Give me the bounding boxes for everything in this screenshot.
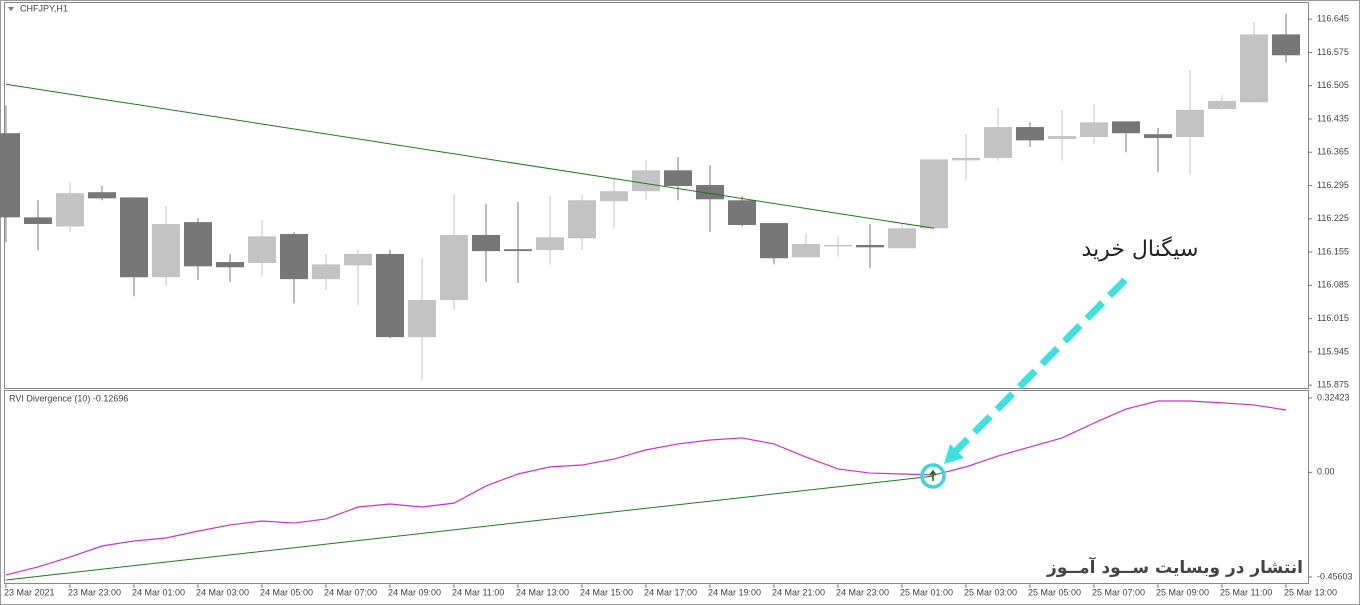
y-tick-label: 116.365: [1317, 147, 1349, 157]
candle-body: [0, 133, 20, 218]
candle-body: [728, 200, 756, 225]
candle-body: [24, 217, 52, 225]
y-tick-label: 0.00: [1317, 467, 1335, 477]
x-tick-label: 25 Mar 09:00: [1156, 587, 1209, 597]
candle-body: [1080, 122, 1108, 138]
y-tick-label: 116.085: [1317, 280, 1349, 290]
y-tick-label: 116.505: [1317, 80, 1349, 90]
y-tick-label: 116.435: [1317, 113, 1349, 123]
candle-body: [824, 244, 852, 247]
candle-body: [184, 222, 212, 267]
candle-body: [56, 193, 84, 227]
signal-arrowhead: [944, 444, 964, 464]
x-tick-label: 23 Mar 2021: [4, 587, 55, 597]
buy-arrow: [929, 469, 937, 481]
candle-body: [344, 253, 372, 266]
x-tick-label: 25 Mar 01:00: [900, 587, 953, 597]
y-tick-label: 116.015: [1317, 313, 1349, 323]
candle-body: [536, 237, 564, 251]
candle-body: [888, 228, 916, 249]
y-tick-label: 115.875: [1317, 380, 1349, 390]
x-tick-label: 24 Mar 13:00: [516, 587, 569, 597]
candle-body: [664, 170, 692, 186]
candle-body: [376, 253, 404, 338]
trend-line: [5, 475, 935, 581]
x-tick-label: 24 Mar 15:00: [580, 587, 633, 597]
x-tick-label: 25 Mar 13:00: [1284, 587, 1337, 597]
candle-body: [120, 197, 148, 278]
indicator-title: RVI Divergence (10) -0.12696: [9, 393, 128, 403]
y-tick-label: -0.45603: [1317, 571, 1353, 581]
candle-body: [1144, 134, 1172, 138]
rvi-line: [5, 400, 1287, 576]
candle-body: [856, 244, 884, 248]
x-tick-label: 24 Mar 17:00: [644, 587, 697, 597]
x-tick-label: 24 Mar 05:00: [260, 587, 313, 597]
signal-arrow: [952, 277, 1128, 455]
x-tick-label: 25 Mar 11:00: [1220, 587, 1272, 597]
y-tick-label: 115.945: [1317, 346, 1349, 356]
x-tick-label: 24 Mar 07:00: [324, 587, 377, 597]
y-tick-label: 116.575: [1317, 47, 1349, 57]
x-tick-label: 24 Mar 09:00: [388, 587, 441, 597]
candle-body: [696, 185, 724, 200]
x-tick-label: 24 Mar 23:00: [836, 587, 889, 597]
x-tick-label: 24 Mar 19:00: [708, 587, 761, 597]
candle-body: [88, 192, 116, 199]
candle-body: [216, 262, 244, 268]
y-tick-label: 116.645: [1317, 14, 1349, 24]
signal-circle: [920, 463, 946, 489]
x-tick-label: 25 Mar 05:00: [1028, 587, 1081, 597]
y-tick-label: 0.32423: [1317, 392, 1350, 402]
candle-body: [952, 157, 980, 161]
chart-title: CHFJPY,H1: [20, 3, 68, 13]
y-tick-label: 116.225: [1317, 213, 1349, 223]
candle-body: [600, 191, 628, 202]
y-tick-label: 116.155: [1317, 246, 1349, 256]
candle-body: [792, 243, 820, 258]
candle-body: [504, 249, 532, 252]
x-tick-label: 24 Mar 11:00: [452, 587, 504, 597]
x-tick-label: 24 Mar 03:00: [196, 587, 249, 597]
candle-body: [312, 264, 340, 280]
candle-body: [920, 159, 948, 229]
watermark: انتشار در وبسایت ســود آمــوز: [1046, 556, 1303, 578]
candle-body: [1112, 121, 1140, 134]
trend-line: [5, 83, 935, 229]
signal-label: سیگنال خرید: [1082, 236, 1199, 262]
candle-body: [408, 300, 436, 338]
candle-body: [1272, 34, 1300, 56]
candle-body: [152, 224, 180, 278]
candle-body: [1016, 127, 1044, 141]
x-tick-label: 25 Mar 07:00: [1092, 587, 1145, 597]
indicator-panel: [4, 390, 1309, 584]
candle-body: [440, 234, 468, 301]
candle-body: [760, 223, 788, 259]
candle-body: [632, 170, 660, 192]
candle-body: [984, 127, 1012, 158]
candle-body: [568, 200, 596, 239]
candle-body: [1208, 100, 1236, 109]
x-tick-label: 23 Mar 23:00: [68, 587, 121, 597]
candle-body: [472, 234, 500, 252]
candle-body: [280, 234, 308, 280]
y-tick-label: 116.295: [1317, 180, 1349, 190]
x-tick-label: 24 Mar 21:00: [772, 587, 825, 597]
x-tick-label: 24 Mar 01:00: [132, 587, 185, 597]
panel-menu-icon: [8, 7, 14, 11]
candle-body: [1048, 136, 1076, 139]
x-tick-label: 25 Mar 03:00: [964, 587, 1017, 597]
candle-body: [1176, 109, 1204, 138]
candle-body: [248, 236, 276, 263]
candle-body: [1240, 34, 1268, 103]
